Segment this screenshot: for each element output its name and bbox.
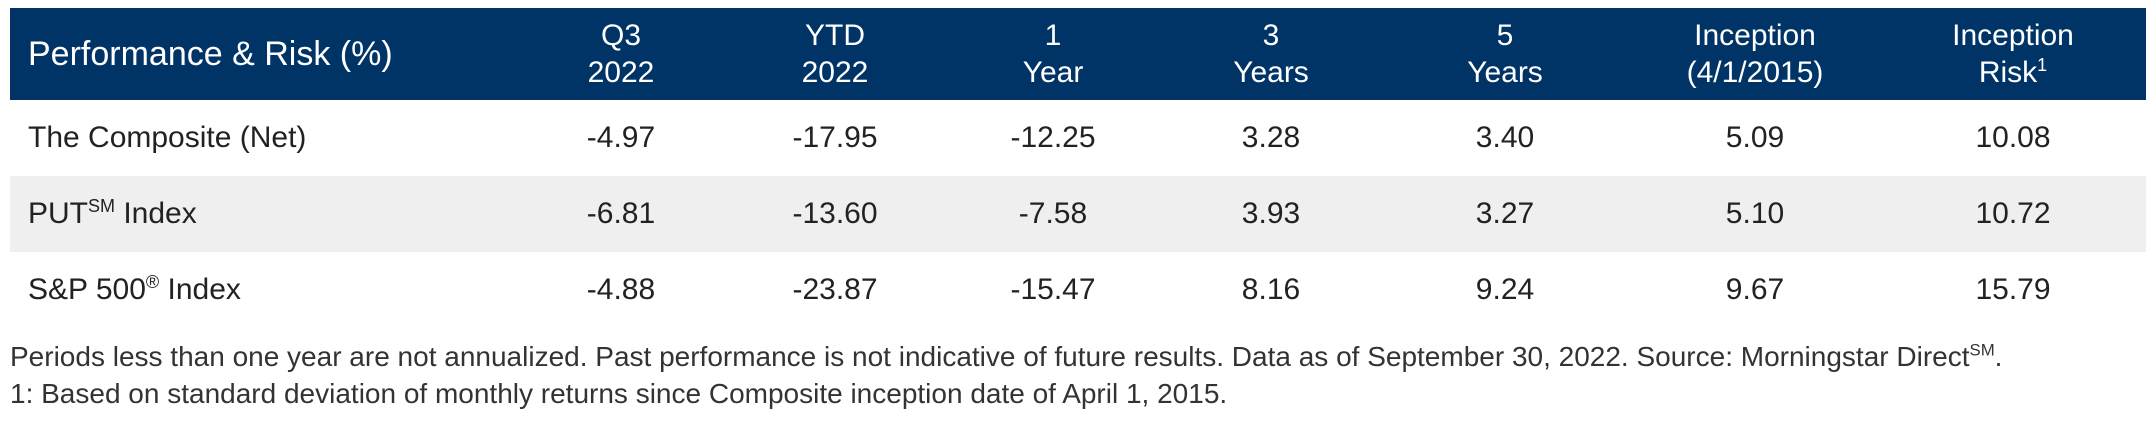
- table-cell: -4.88: [586, 273, 656, 306]
- table-cell: -12.25: [1010, 121, 1096, 154]
- table-cell: 5.09: [1725, 121, 1785, 154]
- column-header-5-years: 5 Years: [1467, 19, 1543, 89]
- table-cell: -13.60: [792, 197, 878, 230]
- footnotes: Periods less than one year are not annua…: [10, 338, 2150, 412]
- column-header-1-year: 1 Year: [1022, 19, 1084, 89]
- column-header-3-years: 3 Years: [1233, 19, 1309, 89]
- table-cell: 3.28: [1241, 121, 1301, 154]
- column-header-inception-risk: Inception Risk1: [1952, 19, 2074, 89]
- service-mark: SM: [88, 196, 115, 216]
- table-cell: -6.81: [586, 197, 656, 230]
- row-label: PUTSM Index: [28, 196, 197, 230]
- table-cell: 3.27: [1475, 197, 1535, 230]
- table-row: PUTSM Index -6.81 -13.60 -7.58 3.93 3.27…: [10, 176, 2146, 252]
- table-cell: 5.10: [1725, 197, 1785, 230]
- table-cell: -4.97: [586, 121, 656, 154]
- table-row: The Composite (Net) -4.97 -17.95 -12.25 …: [10, 100, 2146, 176]
- table-cell: -17.95: [792, 121, 878, 154]
- table-cell: 3.40: [1475, 121, 1535, 154]
- row-label: The Composite (Net): [28, 121, 307, 154]
- table-row: S&P 500® Index -4.88 -23.87 -15.47 8.16 …: [10, 252, 2146, 328]
- column-header-q3: Q3 2022: [587, 19, 655, 89]
- row-label: S&P 500® Index: [28, 272, 241, 306]
- table-cell: 8.16: [1241, 273, 1301, 306]
- table-title: Performance & Risk (%): [28, 34, 393, 73]
- disclaimer-note: Periods less than one year are not annua…: [10, 340, 2003, 372]
- table-cell: -15.47: [1010, 273, 1096, 306]
- registered-mark: ®: [145, 272, 160, 292]
- footnote-marker: 1: [2037, 55, 2048, 75]
- table-cell: 15.79: [1975, 273, 2051, 306]
- table-cell: 3.93: [1241, 197, 1301, 230]
- table-cell: 10.08: [1975, 121, 2051, 154]
- table-cell: 10.72: [1975, 197, 2051, 230]
- table-cell: -7.58: [1018, 197, 1088, 230]
- table-cell: 9.24: [1475, 273, 1535, 306]
- table-cell: 9.67: [1725, 273, 1785, 306]
- table-cell: -23.87: [792, 273, 878, 306]
- risk-footnote: 1: Based on standard deviation of monthl…: [10, 378, 1228, 409]
- column-header-ytd: YTD 2022: [801, 19, 869, 89]
- column-header-inception: Inception (4/1/2015): [1686, 19, 1824, 89]
